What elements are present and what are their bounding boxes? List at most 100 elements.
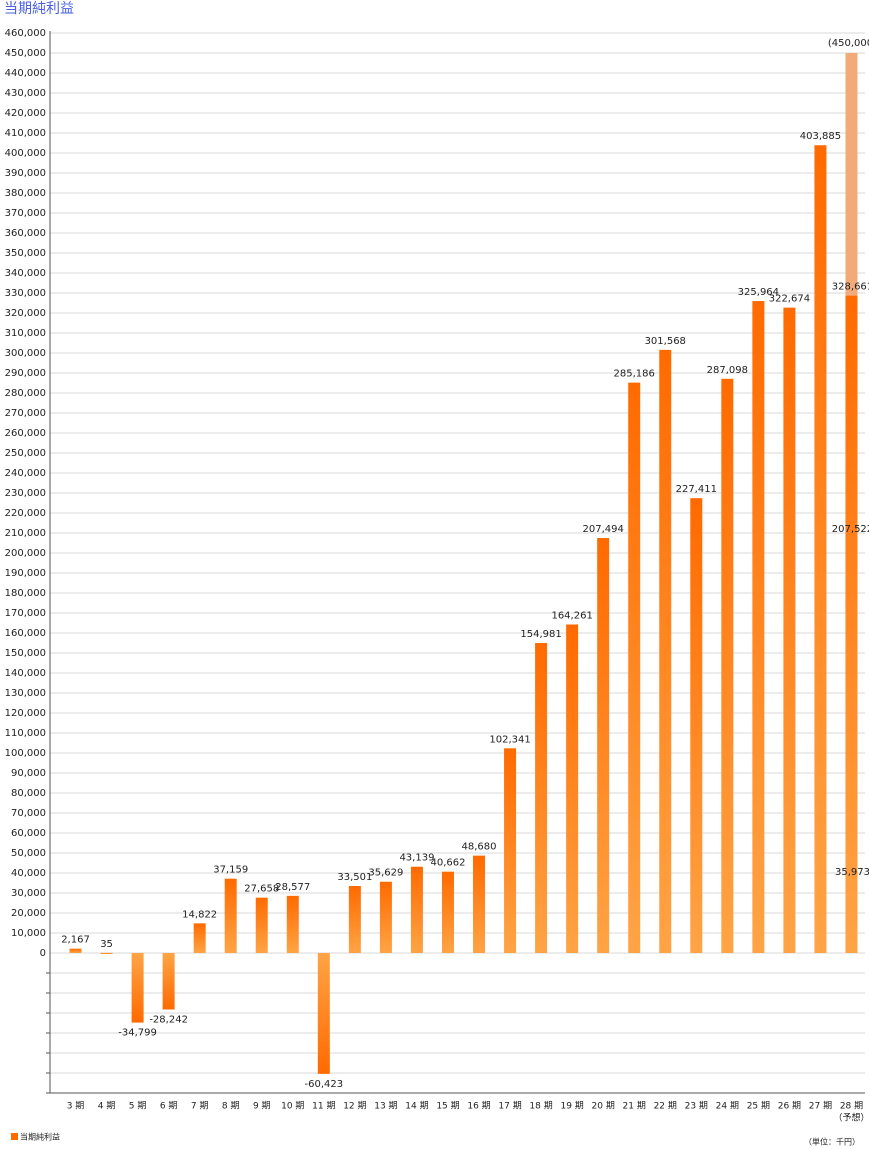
value-label: 48,680 xyxy=(462,842,497,853)
y-tick-label: 420,000 xyxy=(5,108,46,119)
x-tick-label: 19 期 xyxy=(560,1101,583,1112)
unit-label: （単位：千円） xyxy=(804,1137,860,1147)
y-tick-label: 60,000 xyxy=(11,828,46,839)
value-label: 27,658 xyxy=(244,884,279,895)
y-tick-label: 380,000 xyxy=(5,188,46,199)
x-tick-label: 15 期 xyxy=(436,1101,459,1112)
bar xyxy=(348,885,361,953)
y-tick-label: 160,000 xyxy=(5,628,46,639)
bar xyxy=(535,643,548,953)
legend-label: 当期純利益 xyxy=(20,1132,60,1142)
x-tick-label: 3 期 xyxy=(67,1101,85,1112)
legend-swatch xyxy=(11,1133,18,1140)
value-label: 285,186 xyxy=(614,369,655,380)
bar xyxy=(69,948,82,953)
x-tick-label: 24 期 xyxy=(716,1101,739,1112)
y-tick-label: 320,000 xyxy=(5,308,46,319)
y-tick-label: 280,000 xyxy=(5,388,46,399)
y-tick-label: 230,000 xyxy=(5,488,46,499)
bar xyxy=(410,866,423,953)
y-tick-label: 460,000 xyxy=(5,28,46,39)
y-tick-label: 110,000 xyxy=(5,728,46,739)
bar xyxy=(783,307,796,954)
bar xyxy=(504,748,517,953)
bar xyxy=(752,301,765,953)
y-tick-label: 90,000 xyxy=(11,768,46,779)
y-tick-label: 250,000 xyxy=(5,448,46,459)
value-label: 325,964 xyxy=(738,287,779,298)
x-tick-label: 11 期 xyxy=(312,1101,335,1112)
value-label: 227,411 xyxy=(676,484,717,495)
bar xyxy=(317,953,330,1074)
x-tick-label: 28 期 xyxy=(840,1101,863,1112)
y-tick-label: 200,000 xyxy=(5,548,46,559)
x-tick-label: 14 期 xyxy=(405,1101,428,1112)
value-label: 322,674 xyxy=(769,294,810,305)
y-tick-label: 40,000 xyxy=(11,868,46,879)
value-label: 164,261 xyxy=(551,610,592,621)
progress-label: 35,973 xyxy=(835,867,869,878)
value-label: 301,568 xyxy=(645,336,686,347)
y-tick-label: 300,000 xyxy=(5,348,46,359)
bar xyxy=(131,953,144,1023)
bar xyxy=(224,878,237,953)
y-tick-label: 210,000 xyxy=(5,528,46,539)
bar xyxy=(441,871,454,953)
bar xyxy=(814,145,827,954)
y-tick-label: 240,000 xyxy=(5,468,46,479)
y-tick-label: 330,000 xyxy=(5,288,46,299)
y-tick-label: 350,000 xyxy=(5,248,46,259)
x-tick-label: 17 期 xyxy=(498,1101,521,1112)
y-tick-label: 80,000 xyxy=(11,788,46,799)
y-tick-label: 170,000 xyxy=(5,608,46,619)
x-tick-label: 16 期 xyxy=(467,1101,490,1112)
y-tick-label: 150,000 xyxy=(5,648,46,659)
value-label: 35 xyxy=(100,939,113,950)
x-tick-label: 6 期 xyxy=(160,1101,178,1112)
y-tick-label: 10,000 xyxy=(11,928,46,939)
bar xyxy=(100,952,113,954)
value-label: 33,501 xyxy=(337,872,372,883)
x-tick-label: 5 期 xyxy=(129,1101,147,1112)
x-tick-label: 23 期 xyxy=(685,1101,708,1112)
value-label: 2,167 xyxy=(61,935,90,946)
bar xyxy=(845,295,858,954)
value-label: 328,661 xyxy=(832,282,869,293)
bar xyxy=(690,498,703,953)
bar xyxy=(597,538,610,953)
y-tick-label: 270,000 xyxy=(5,408,46,419)
x-tick-label: 22 期 xyxy=(654,1101,677,1112)
value-label: -28,242 xyxy=(149,1014,188,1025)
value-label: 14,822 xyxy=(182,909,217,920)
value-label: 102,341 xyxy=(489,734,530,745)
value-label: 28,577 xyxy=(275,882,310,893)
y-tick-label: 390,000 xyxy=(5,168,46,179)
forecast-label: (450,000) xyxy=(828,38,869,49)
y-tick-label: 310,000 xyxy=(5,328,46,339)
category-note: （予想） xyxy=(833,1112,869,1124)
x-tick-label: 21 期 xyxy=(623,1101,646,1112)
x-tick-label: 9 期 xyxy=(253,1101,271,1112)
x-tick-label: 18 期 xyxy=(529,1101,552,1112)
y-tick-label: 400,000 xyxy=(5,148,46,159)
value-label: 287,098 xyxy=(707,365,748,376)
progress-label: 207,522 xyxy=(832,524,869,535)
bar xyxy=(193,923,206,953)
value-label: -60,423 xyxy=(305,1079,344,1090)
x-tick-label: 12 期 xyxy=(343,1101,366,1112)
bar xyxy=(162,953,175,1010)
bar xyxy=(473,855,486,953)
value-label: 43,139 xyxy=(399,853,434,864)
x-tick-label: 13 期 xyxy=(374,1101,397,1112)
x-tick-label: 26 期 xyxy=(778,1101,801,1112)
value-label: 40,662 xyxy=(430,858,465,869)
y-tick-label: 140,000 xyxy=(5,668,46,679)
y-tick-label: 0 xyxy=(40,948,46,959)
bar xyxy=(659,349,672,953)
y-tick-label: 30,000 xyxy=(11,888,46,899)
x-tick-label: 20 期 xyxy=(592,1101,615,1112)
bar xyxy=(255,897,268,953)
y-tick-label: 180,000 xyxy=(5,588,46,599)
bar xyxy=(721,378,734,954)
